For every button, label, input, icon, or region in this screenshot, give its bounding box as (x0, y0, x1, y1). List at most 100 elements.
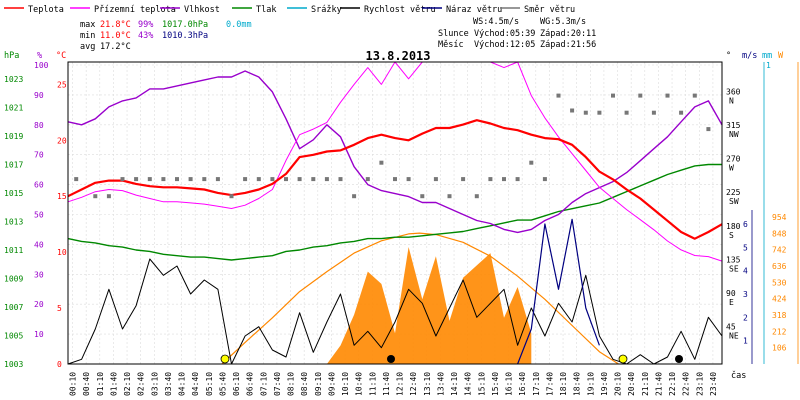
dir-tick-name: NE (729, 331, 739, 340)
wind-direction-point (297, 177, 302, 182)
wind-direction-point (215, 177, 220, 182)
x-tick-label: 07:40 (273, 372, 282, 396)
stat-max-temp: 21.8°C (100, 20, 131, 30)
x-tick-label: 14:10 (450, 372, 459, 396)
wind-direction-point (229, 194, 234, 199)
legend-label: Směr větru (524, 5, 575, 15)
dir-tick-deg: 270 (726, 155, 741, 164)
x-tick-label: 11:10 (368, 372, 377, 396)
x-tick-label: 15:10 (477, 372, 486, 396)
w-tick-label: 742 (772, 246, 787, 255)
right-axes: 360N315NW270W225SW180S135SE90E45NE654321… (726, 61, 799, 364)
axis-label-ms: m/s (742, 51, 757, 61)
axis-unit-labels: hPa % °C ° m/s mm W čas (4, 51, 784, 381)
wind-speed-info: WS:4.5m/s (473, 17, 519, 27)
x-tick-label: 03:10 (150, 372, 159, 396)
pct-tick-label: 80 (34, 121, 44, 130)
moonrise-info: Východ:12:05 (474, 40, 535, 50)
x-tick-label: 20:40 (627, 372, 636, 396)
wind-direction-point (93, 194, 98, 199)
dir-tick-name: SE (729, 264, 739, 273)
hpa-tick-label: 1003 (4, 360, 23, 369)
stat-avg-temp: 17.2°C (100, 42, 131, 52)
w-tick-label: 530 (772, 278, 787, 287)
ms-tick-label: 1 (743, 337, 748, 346)
x-tick-label: 03:40 (164, 372, 173, 396)
wind-direction-point (611, 93, 615, 98)
pct-tick-label: 30 (34, 270, 44, 279)
wind-direction-point (406, 177, 411, 182)
x-tick-label: 04:40 (191, 372, 200, 396)
wind-direction-point (352, 194, 357, 199)
wind-direction-point (106, 194, 111, 199)
wind-direction-point (706, 127, 711, 132)
x-tick-label: 16:10 (505, 372, 514, 396)
wind-direction-point (161, 177, 166, 182)
axis-label-w: W (778, 51, 784, 61)
sunset-marker (618, 354, 628, 364)
degc-tick-label: 0 (57, 360, 62, 369)
axis-label-pct: % (37, 51, 42, 61)
hpa-tick-label: 1015 (4, 189, 23, 198)
sunrise-marker (220, 354, 230, 364)
w-tick-label: 954 (772, 213, 787, 222)
x-tick-label: 18:10 (559, 372, 568, 396)
x-tick-label: 09:10 (314, 372, 323, 396)
dir-tick-deg: 225 (726, 188, 741, 197)
legend-label: Přízemní teplota (94, 5, 176, 15)
wind-direction-point (583, 110, 588, 115)
x-tick-label: 17:40 (545, 372, 554, 396)
plot-frame (67, 61, 723, 365)
hpa-tick-label: 1005 (4, 332, 23, 341)
dir-tick-deg: 135 (726, 255, 741, 264)
x-tick-label: 10:10 (341, 372, 350, 396)
moonset-info: Západ:21:56 (540, 40, 596, 50)
x-tick-label: 20:10 (614, 372, 623, 396)
sunset-info: Západ:20:11 (540, 29, 596, 39)
x-tick-label: 22:40 (682, 372, 691, 396)
wind-direction-point (311, 177, 316, 182)
x-tick-label: 09:40 (327, 372, 336, 396)
wind-gust-line (517, 218, 600, 365)
stat-min-pressure: 1010.3hPa (162, 31, 208, 41)
wind-direction-point (420, 194, 425, 199)
pct-tick-label: 20 (34, 300, 44, 309)
moonrise-marker (387, 355, 395, 363)
stat-max-pressure: 1017.0hPa (162, 20, 208, 30)
legend-label: Tlak (256, 5, 276, 15)
pct-tick-label: 90 (34, 91, 44, 100)
hpa-tick-label: 1023 (4, 75, 23, 84)
wind-direction-point (461, 177, 466, 182)
ms-tick-label: 4 (743, 267, 748, 276)
w-tick-label: 848 (772, 229, 787, 238)
temperature-line (67, 119, 723, 240)
x-tick-label: 06:10 (232, 372, 241, 396)
hpa-tick-label: 1013 (4, 218, 23, 227)
info-block: WS:4.5m/s WG:5.3m/s Slunce Východ:05:39 … (438, 17, 596, 50)
wind-direction-point (188, 177, 193, 182)
wind-direction-point (665, 93, 670, 98)
x-tick-label: 00:40 (82, 372, 91, 396)
x-tick-label: 07:10 (259, 372, 268, 396)
wind-direction-point (393, 177, 397, 182)
dir-tick-name: NW (729, 130, 739, 139)
wind-direction-point (120, 177, 125, 182)
x-tick-label: 23:10 (695, 372, 704, 396)
legend-label: Rychlost větru (364, 5, 436, 15)
x-tick-label: 05:40 (218, 372, 227, 396)
mm-tick-label: 1 (766, 61, 771, 70)
ms-tick-label: 5 (743, 243, 748, 252)
legend-label: Teplota (28, 5, 64, 15)
x-tick-label: 12:40 (409, 372, 418, 396)
hpa-tick-label: 1007 (4, 303, 23, 312)
pct-tick-label: 70 (34, 151, 44, 160)
x-tick-label: 10:40 (355, 372, 364, 396)
dir-tick-deg: 90 (726, 289, 736, 298)
x-axis-label: čas (731, 370, 746, 381)
ms-tick-label: 2 (743, 313, 748, 322)
radiation-area (326, 247, 532, 364)
wind-direction-point (256, 177, 261, 182)
legend-label: Vlhkost (184, 5, 220, 15)
wind-direction-point (202, 177, 207, 182)
wind-direction-point (529, 160, 534, 165)
